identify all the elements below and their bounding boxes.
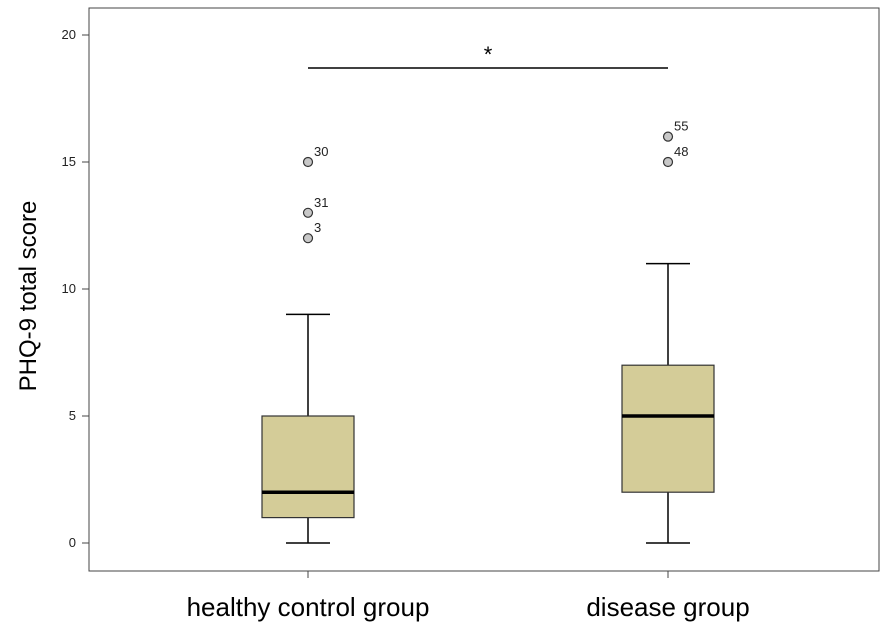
box-disease: 55 48 (622, 119, 714, 543)
x-axis: healthy control group disease group (187, 571, 750, 622)
outlier-label: 31 (314, 195, 328, 210)
x-category-label: healthy control group (187, 592, 430, 622)
y-axis-label: PHQ-9 total score (15, 201, 42, 392)
y-tick-label: 0 (69, 535, 76, 550)
x-category-label: disease group (586, 592, 749, 622)
y-tick-label: 5 (69, 408, 76, 423)
outlier-point (664, 158, 673, 167)
outlier-point (304, 208, 313, 217)
y-axis: 0 5 10 15 20 (62, 27, 89, 550)
outlier-label: 55 (674, 119, 688, 134)
plot-frame (89, 8, 879, 571)
significance-marker: * (484, 42, 493, 67)
box-healthy-control: 30 31 3 (262, 144, 354, 543)
outlier-point (664, 132, 673, 141)
y-tick-label: 15 (62, 154, 76, 169)
interquartile-box (622, 365, 714, 492)
y-tick-label: 10 (62, 281, 76, 296)
outlier-label: 48 (674, 144, 688, 159)
interquartile-box (262, 416, 354, 518)
outlier-label: 3 (314, 220, 321, 235)
y-tick-label: 20 (62, 27, 76, 42)
significance-annotation: * (308, 42, 668, 68)
outlier-point (304, 234, 313, 243)
outlier-point (304, 158, 313, 167)
outlier-label: 30 (314, 144, 328, 159)
box-series: 30 31 3 55 48 (262, 119, 714, 543)
